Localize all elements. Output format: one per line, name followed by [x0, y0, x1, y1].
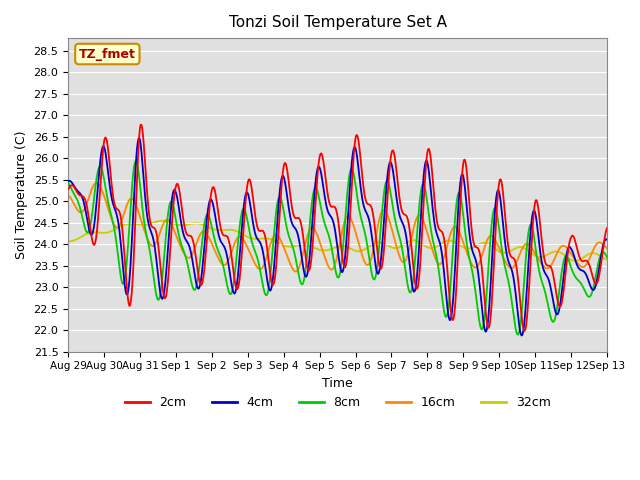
- Legend: 2cm, 4cm, 8cm, 16cm, 32cm: 2cm, 4cm, 8cm, 16cm, 32cm: [120, 391, 556, 414]
- Title: Tonzi Soil Temperature Set A: Tonzi Soil Temperature Set A: [228, 15, 447, 30]
- Text: TZ_fmet: TZ_fmet: [79, 48, 136, 60]
- Y-axis label: Soil Temperature (C): Soil Temperature (C): [15, 131, 28, 259]
- X-axis label: Time: Time: [322, 377, 353, 390]
